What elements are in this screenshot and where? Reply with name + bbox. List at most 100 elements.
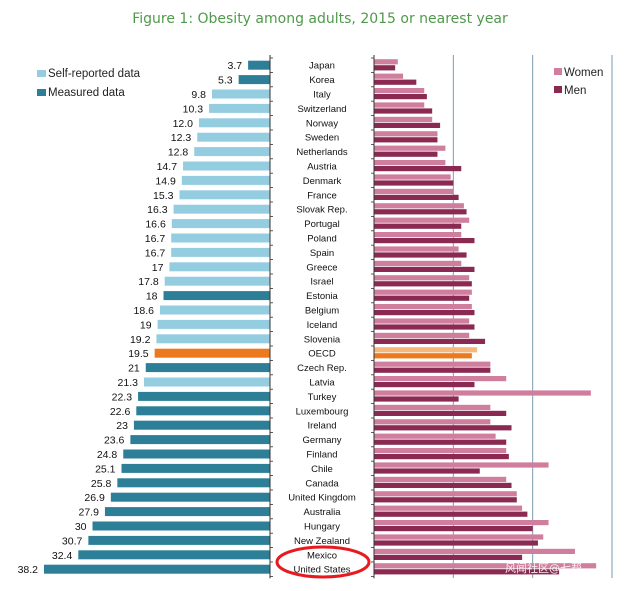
men-bar: [374, 482, 512, 488]
axes: [269, 55, 375, 579]
women-bar: [374, 246, 459, 252]
total-bar: [78, 550, 270, 560]
women-bar: [374, 59, 398, 65]
country-label: Turkey: [308, 392, 337, 403]
total-bar: [143, 377, 270, 387]
total-value-label: 18.6: [134, 305, 155, 317]
legend-swatch-measured: [37, 89, 46, 96]
country-label: Ireland: [307, 421, 336, 432]
men-bar: [374, 151, 438, 157]
total-bar: [197, 132, 270, 142]
women-bar: [374, 520, 549, 526]
women-bar: [374, 404, 491, 410]
total-bar: [171, 247, 270, 257]
women-bar: [374, 419, 491, 425]
legend-label-men: Men: [564, 85, 586, 97]
total-bar: [194, 147, 270, 157]
country-label: Luxembourg: [296, 406, 349, 417]
total-value-label: 22.3: [112, 391, 133, 403]
total-bar: [159, 305, 270, 315]
country-label: Australia: [304, 507, 342, 518]
country-label: France: [307, 190, 337, 201]
women-bar: [374, 131, 438, 137]
total-value-label: 16.3: [147, 204, 168, 216]
total-bar: [199, 118, 270, 128]
men-bar: [374, 166, 462, 172]
total-value-label: 26.9: [84, 492, 105, 504]
men-bar: [374, 511, 528, 517]
men-bar: [374, 526, 533, 532]
total-bar: [110, 492, 271, 502]
men-bar: [374, 367, 491, 373]
total-bar: [173, 204, 270, 214]
country-label: Mexico: [307, 550, 337, 561]
country-label: Estonia: [306, 291, 338, 302]
men-bar: [374, 425, 512, 431]
women-bar: [374, 232, 462, 238]
total-bar: [121, 463, 270, 473]
men-bar: [374, 569, 560, 575]
total-value-label: 5.3: [218, 75, 233, 87]
country-label: Austria: [307, 162, 337, 173]
highlight-circle: [275, 545, 371, 579]
women-bar: [374, 116, 433, 122]
women-bar: [374, 160, 446, 166]
left-legend: Self-reported data Measured data: [37, 68, 141, 99]
men-bar: [374, 454, 509, 460]
country-label: Iceland: [307, 320, 338, 331]
legend-label-measured: Measured data: [48, 87, 125, 99]
total-bar: [248, 60, 270, 70]
men-bar: [374, 497, 517, 503]
country-label: Denmark: [303, 176, 342, 187]
women-bar: [374, 102, 425, 108]
total-bar: [157, 319, 270, 329]
country-label: Norway: [306, 118, 338, 129]
men-bar: [374, 252, 467, 258]
total-bar: [212, 89, 270, 99]
total-bar: [117, 478, 270, 488]
legend-label-self-reported: Self-reported data: [48, 68, 141, 80]
total-value-label: 12.8: [168, 147, 189, 159]
country-label: Korea: [309, 75, 335, 86]
total-bar: [136, 406, 270, 416]
gender-bars: [374, 59, 597, 575]
men-bar: [374, 79, 417, 85]
women-bar: [374, 476, 507, 482]
women-bar: [374, 563, 597, 569]
country-label: Poland: [307, 234, 337, 245]
total-value-label: 23: [116, 420, 128, 432]
women-bar: [374, 433, 496, 439]
country-label: OECD: [308, 349, 336, 360]
total-value-label: 19: [140, 319, 152, 331]
total-bar: [171, 233, 270, 243]
total-value-label: 38.2: [18, 564, 39, 576]
men-bar: [374, 295, 470, 301]
total-bar: [130, 435, 270, 445]
women-bar: [374, 88, 425, 94]
men-bar: [374, 223, 462, 229]
total-bar: [179, 190, 270, 200]
women-bar: [374, 174, 451, 180]
women-bar: [374, 505, 523, 511]
women-bar: [374, 462, 549, 468]
total-value-label: 9.8: [191, 89, 206, 101]
legend-swatch-self-reported: [37, 70, 46, 77]
women-bar: [374, 145, 446, 151]
country-label: Netherlands: [296, 147, 347, 158]
men-bar: [374, 382, 475, 388]
total-value-label: 3.7: [228, 60, 243, 72]
total-value-label: 17: [152, 262, 164, 274]
country-label: Italy: [313, 90, 331, 101]
total-value-label: 14.9: [155, 175, 176, 187]
total-value-label: 27.9: [78, 507, 99, 519]
total-value-label: 12.0: [173, 118, 194, 130]
country-label: Latvia: [309, 378, 335, 389]
total-bar: [104, 507, 271, 517]
total-value-label: 25.8: [91, 478, 112, 490]
men-bar: [374, 468, 480, 474]
women-bar: [374, 548, 575, 554]
legend-swatch-women: [554, 68, 562, 75]
men-bar: [374, 554, 523, 560]
total-value-label: 30.7: [62, 535, 83, 547]
